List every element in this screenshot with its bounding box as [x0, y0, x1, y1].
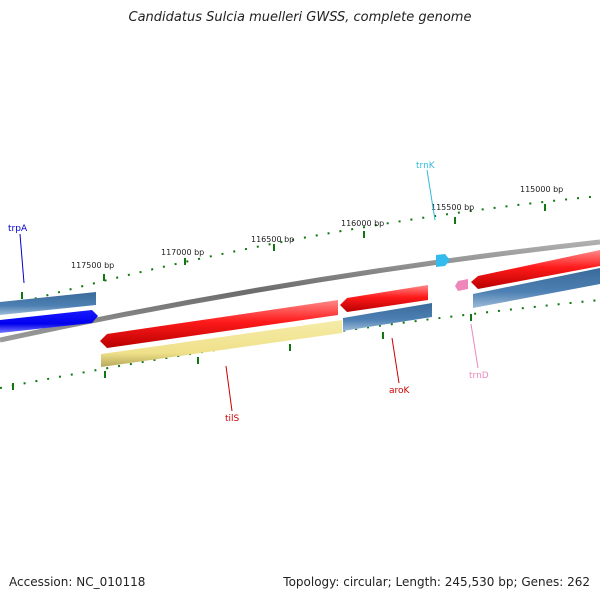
gene-feature-trnD[interactable] [455, 279, 468, 291]
reverse-strand-features [0, 268, 600, 367]
gene-label-trpA: trpA [8, 224, 28, 234]
topology-text: Topology: circular; Length: 245,530 bp; … [283, 575, 590, 589]
gene-label-tilS: tilS [225, 414, 240, 424]
gene-feature-aroK-steel[interactable] [343, 303, 432, 331]
gene-feature-trpA[interactable] [0, 310, 98, 333]
gene-feature-steel-right[interactable] [473, 268, 600, 308]
inner-tick-track [0, 299, 600, 390]
gene-labels: trpA trnK trnD aroK tilS [8, 161, 489, 424]
gene-leader-lines [19, 169, 479, 412]
scale-label-117000: 117000 bp [161, 248, 204, 257]
scale-label-115500: 115500 bp [431, 203, 474, 212]
forward-strand-features [100, 250, 600, 348]
gene-label-trnK: trnK [416, 161, 436, 171]
gene-label-trnD: trnD [469, 371, 489, 381]
gene-feature-steel-left[interactable] [0, 292, 96, 315]
accession-text: Accession: NC_010118 [9, 575, 146, 589]
gene-feature-red-right[interactable] [471, 250, 600, 289]
scale-label-117500: 117500 bp [71, 261, 114, 270]
gene-feature-tilS-red[interactable] [100, 300, 338, 348]
genome-title: Candidatus Sulcia muelleri GWSS, complet… [128, 10, 472, 25]
scale-labels: 115000 bp 115500 bp 116000 bp 116500 bp … [71, 185, 563, 270]
gene-feature-aroK[interactable] [340, 285, 428, 312]
gene-feature-tilS-yellow[interactable] [101, 320, 342, 367]
scale-label-115000: 115000 bp [520, 185, 563, 194]
gene-label-aroK: aroK [389, 386, 411, 396]
outer-tick-track [0, 195, 600, 309]
gene-feature-trnK[interactable] [436, 254, 450, 267]
scale-label-116000: 116000 bp [341, 219, 384, 228]
scale-label-116500: 116500 bp [251, 235, 294, 244]
